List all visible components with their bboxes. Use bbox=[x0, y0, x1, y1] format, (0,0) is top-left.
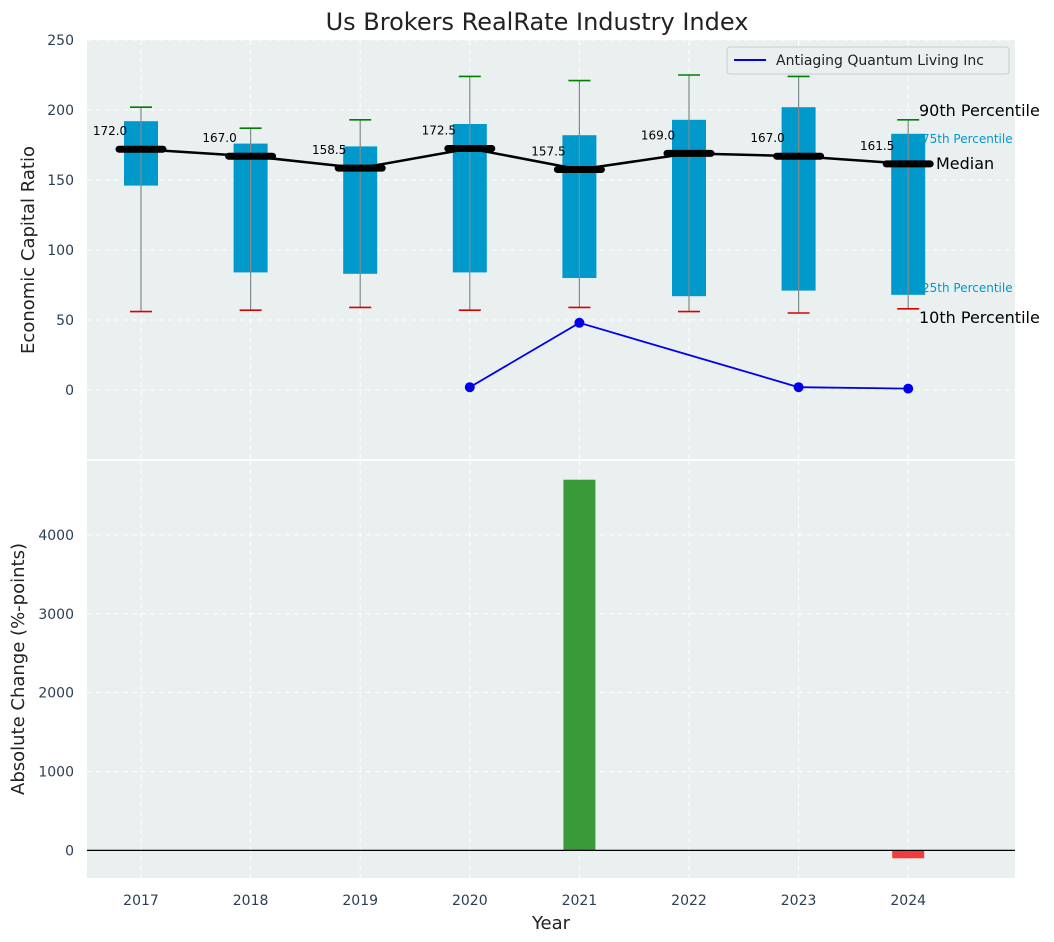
annotation-p75: 75th Percentile bbox=[922, 132, 1013, 146]
median-value-label-2017: 172.0 bbox=[93, 124, 127, 138]
company-point-2023 bbox=[793, 382, 804, 393]
annotation-p25: 25th Percentile bbox=[922, 281, 1013, 295]
bottom-y-tick-label: 1000 bbox=[38, 765, 74, 781]
x-tick-label-2021: 2021 bbox=[562, 893, 598, 909]
legend-box bbox=[726, 46, 1010, 75]
change-bar-2024 bbox=[892, 850, 925, 859]
top-y-tick-label: 150 bbox=[47, 173, 74, 189]
median-trend-layer: 172.0 167.0 158.5 172.5 157.5 169.0 167.0 161.5 bbox=[93, 124, 934, 173]
legend: Antiaging Quantum Living Inc bbox=[726, 46, 1010, 75]
median-value-label-2018: 167.0 bbox=[202, 131, 236, 145]
median-value-label-2023: 167.0 bbox=[750, 131, 784, 145]
bar-layer bbox=[87, 479, 1015, 859]
x-tick-label-2023: 2023 bbox=[781, 893, 817, 909]
bottom-y-tick-label: 0 bbox=[65, 843, 74, 859]
median-value-label-2024: 161.5 bbox=[860, 139, 894, 153]
x-tick-label-2024: 2024 bbox=[890, 893, 926, 909]
bottom-y-tick-label: 3000 bbox=[38, 607, 74, 623]
bottom-y-tick-label: 2000 bbox=[38, 686, 74, 702]
change-bar-2021 bbox=[563, 479, 596, 851]
x-tick-labels: 2017 2018 2019 2020 2021 2022 2023 2024 bbox=[123, 893, 926, 909]
annotation-median: Median bbox=[936, 154, 994, 173]
top-y-tick-label: 0 bbox=[65, 383, 74, 399]
company-point-2021 bbox=[574, 317, 585, 328]
top-y-tick-labels: 0 50 100 150 200 250 bbox=[47, 33, 74, 399]
percentile-annotations: 90th Percentile 75th Percentile Median 2… bbox=[919, 101, 1040, 327]
bottom-panel-background bbox=[87, 460, 1015, 878]
annotation-p10: 10th Percentile bbox=[919, 308, 1040, 327]
bottom-y-axis-label: Absolute Change (%-points) bbox=[8, 543, 29, 795]
median-value-label-2022: 169.0 bbox=[641, 128, 675, 142]
top-y-tick-label: 250 bbox=[47, 33, 74, 49]
company-point-2020 bbox=[464, 382, 475, 393]
company-series-line bbox=[469, 321, 909, 390]
bottom-y-tick-label: 4000 bbox=[38, 528, 74, 544]
company-point-2024 bbox=[903, 383, 914, 394]
x-tick-label-2019: 2019 bbox=[342, 893, 378, 909]
top-y-tick-label: 100 bbox=[47, 243, 74, 259]
top-y-axis-label: Economic Capital Ratio bbox=[18, 146, 39, 354]
x-tick-label-2022: 2022 bbox=[671, 893, 707, 909]
x-tick-label-2018: 2018 bbox=[233, 893, 269, 909]
x-tick-label-2020: 2020 bbox=[452, 893, 488, 909]
legend-label: Antiaging Quantum Living Inc bbox=[776, 53, 984, 69]
median-value-label-2020: 172.5 bbox=[422, 124, 456, 138]
bottom-y-tick-labels: 0 1000 2000 3000 4000 bbox=[38, 528, 74, 859]
annotation-p90: 90th Percentile bbox=[919, 101, 1040, 120]
x-axis-label: Year bbox=[531, 913, 571, 934]
top-y-tick-label: 50 bbox=[56, 313, 74, 329]
top-y-tick-label: 200 bbox=[47, 103, 74, 119]
company-series-layer bbox=[464, 317, 914, 394]
x-tick-label-2017: 2017 bbox=[123, 893, 159, 909]
median-value-label-2019: 158.5 bbox=[312, 143, 346, 157]
chart-title: Us Brokers RealRate Industry Index bbox=[326, 8, 749, 36]
median-value-label-2021: 157.5 bbox=[531, 145, 565, 159]
